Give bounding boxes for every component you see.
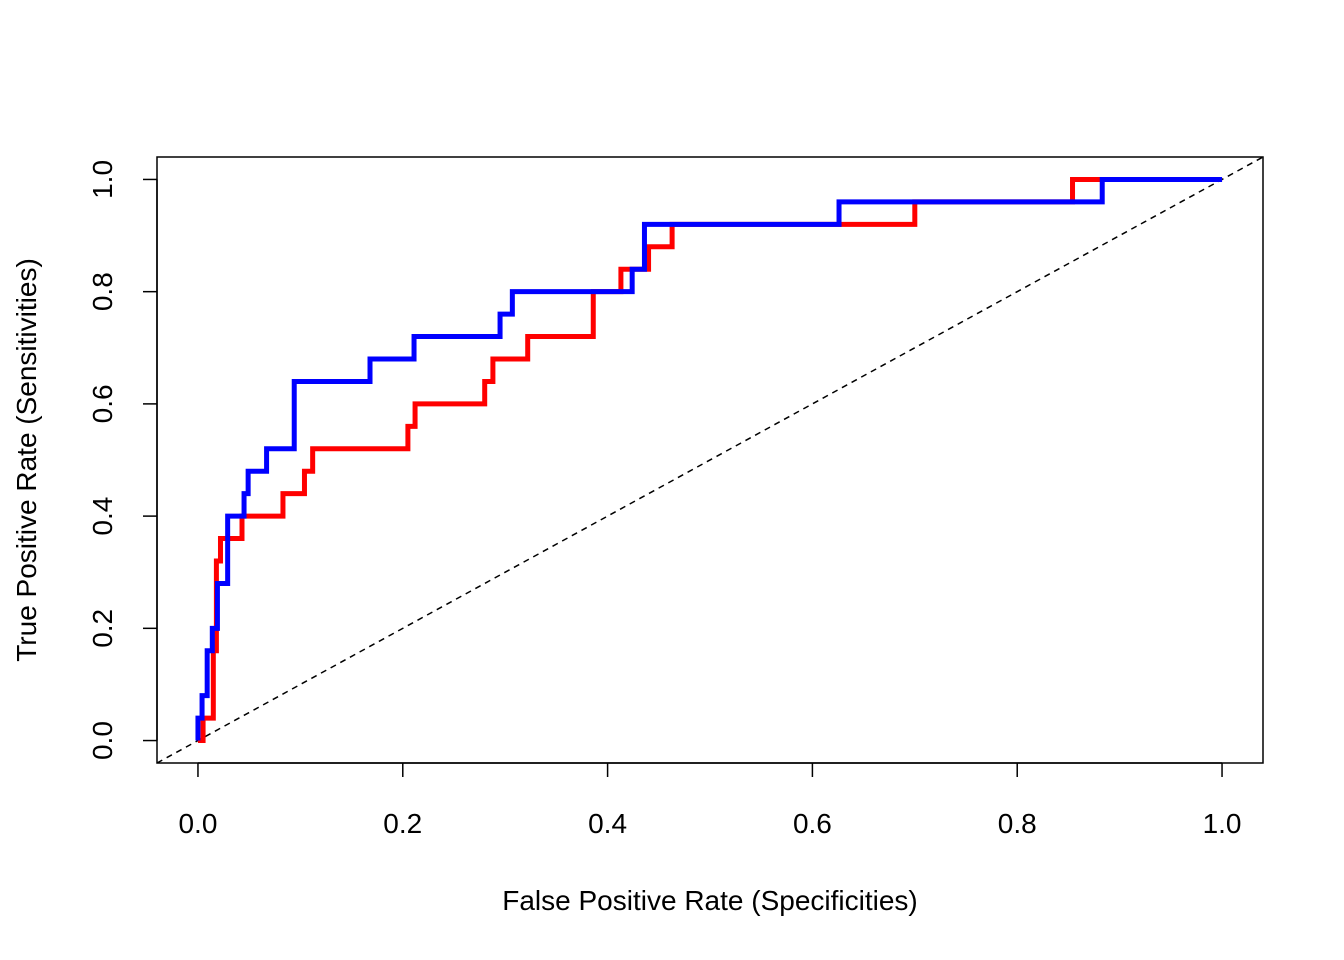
x-tick-label: 0.2 bbox=[383, 808, 422, 839]
y-tick-label: 0.4 bbox=[87, 497, 118, 536]
x-axis-title: False Positive Rate (Specificities) bbox=[502, 885, 917, 916]
y-axis: 0.0 0.2 0.4 0.6 0.8 1.0 bbox=[87, 160, 158, 760]
y-tick-label: 1.0 bbox=[87, 160, 118, 199]
roc-curve-series-2 bbox=[195, 176, 1223, 741]
x-tick-label: 0.4 bbox=[588, 808, 627, 839]
x-tick-label: 0.6 bbox=[793, 808, 832, 839]
y-tick-label: 0.2 bbox=[87, 609, 118, 648]
roc-curve-series-1 bbox=[197, 176, 1223, 744]
x-tick-label: 0.0 bbox=[178, 808, 217, 839]
reference-diagonal-line bbox=[156, 156, 1264, 764]
reference-line-layer bbox=[156, 156, 1264, 764]
x-axis: 0.0 0.2 0.4 0.6 0.8 1.0 bbox=[178, 762, 1242, 839]
x-tick-label: 1.0 bbox=[1203, 808, 1242, 839]
y-tick-label: 0.8 bbox=[87, 272, 118, 311]
series-layer bbox=[195, 176, 1223, 744]
x-tick-label: 0.8 bbox=[998, 808, 1037, 839]
y-axis-title: True Positive Rate (Sensitivities) bbox=[11, 258, 42, 662]
y-tick-label: 0.0 bbox=[87, 721, 118, 760]
y-tick-label: 0.6 bbox=[87, 384, 118, 423]
